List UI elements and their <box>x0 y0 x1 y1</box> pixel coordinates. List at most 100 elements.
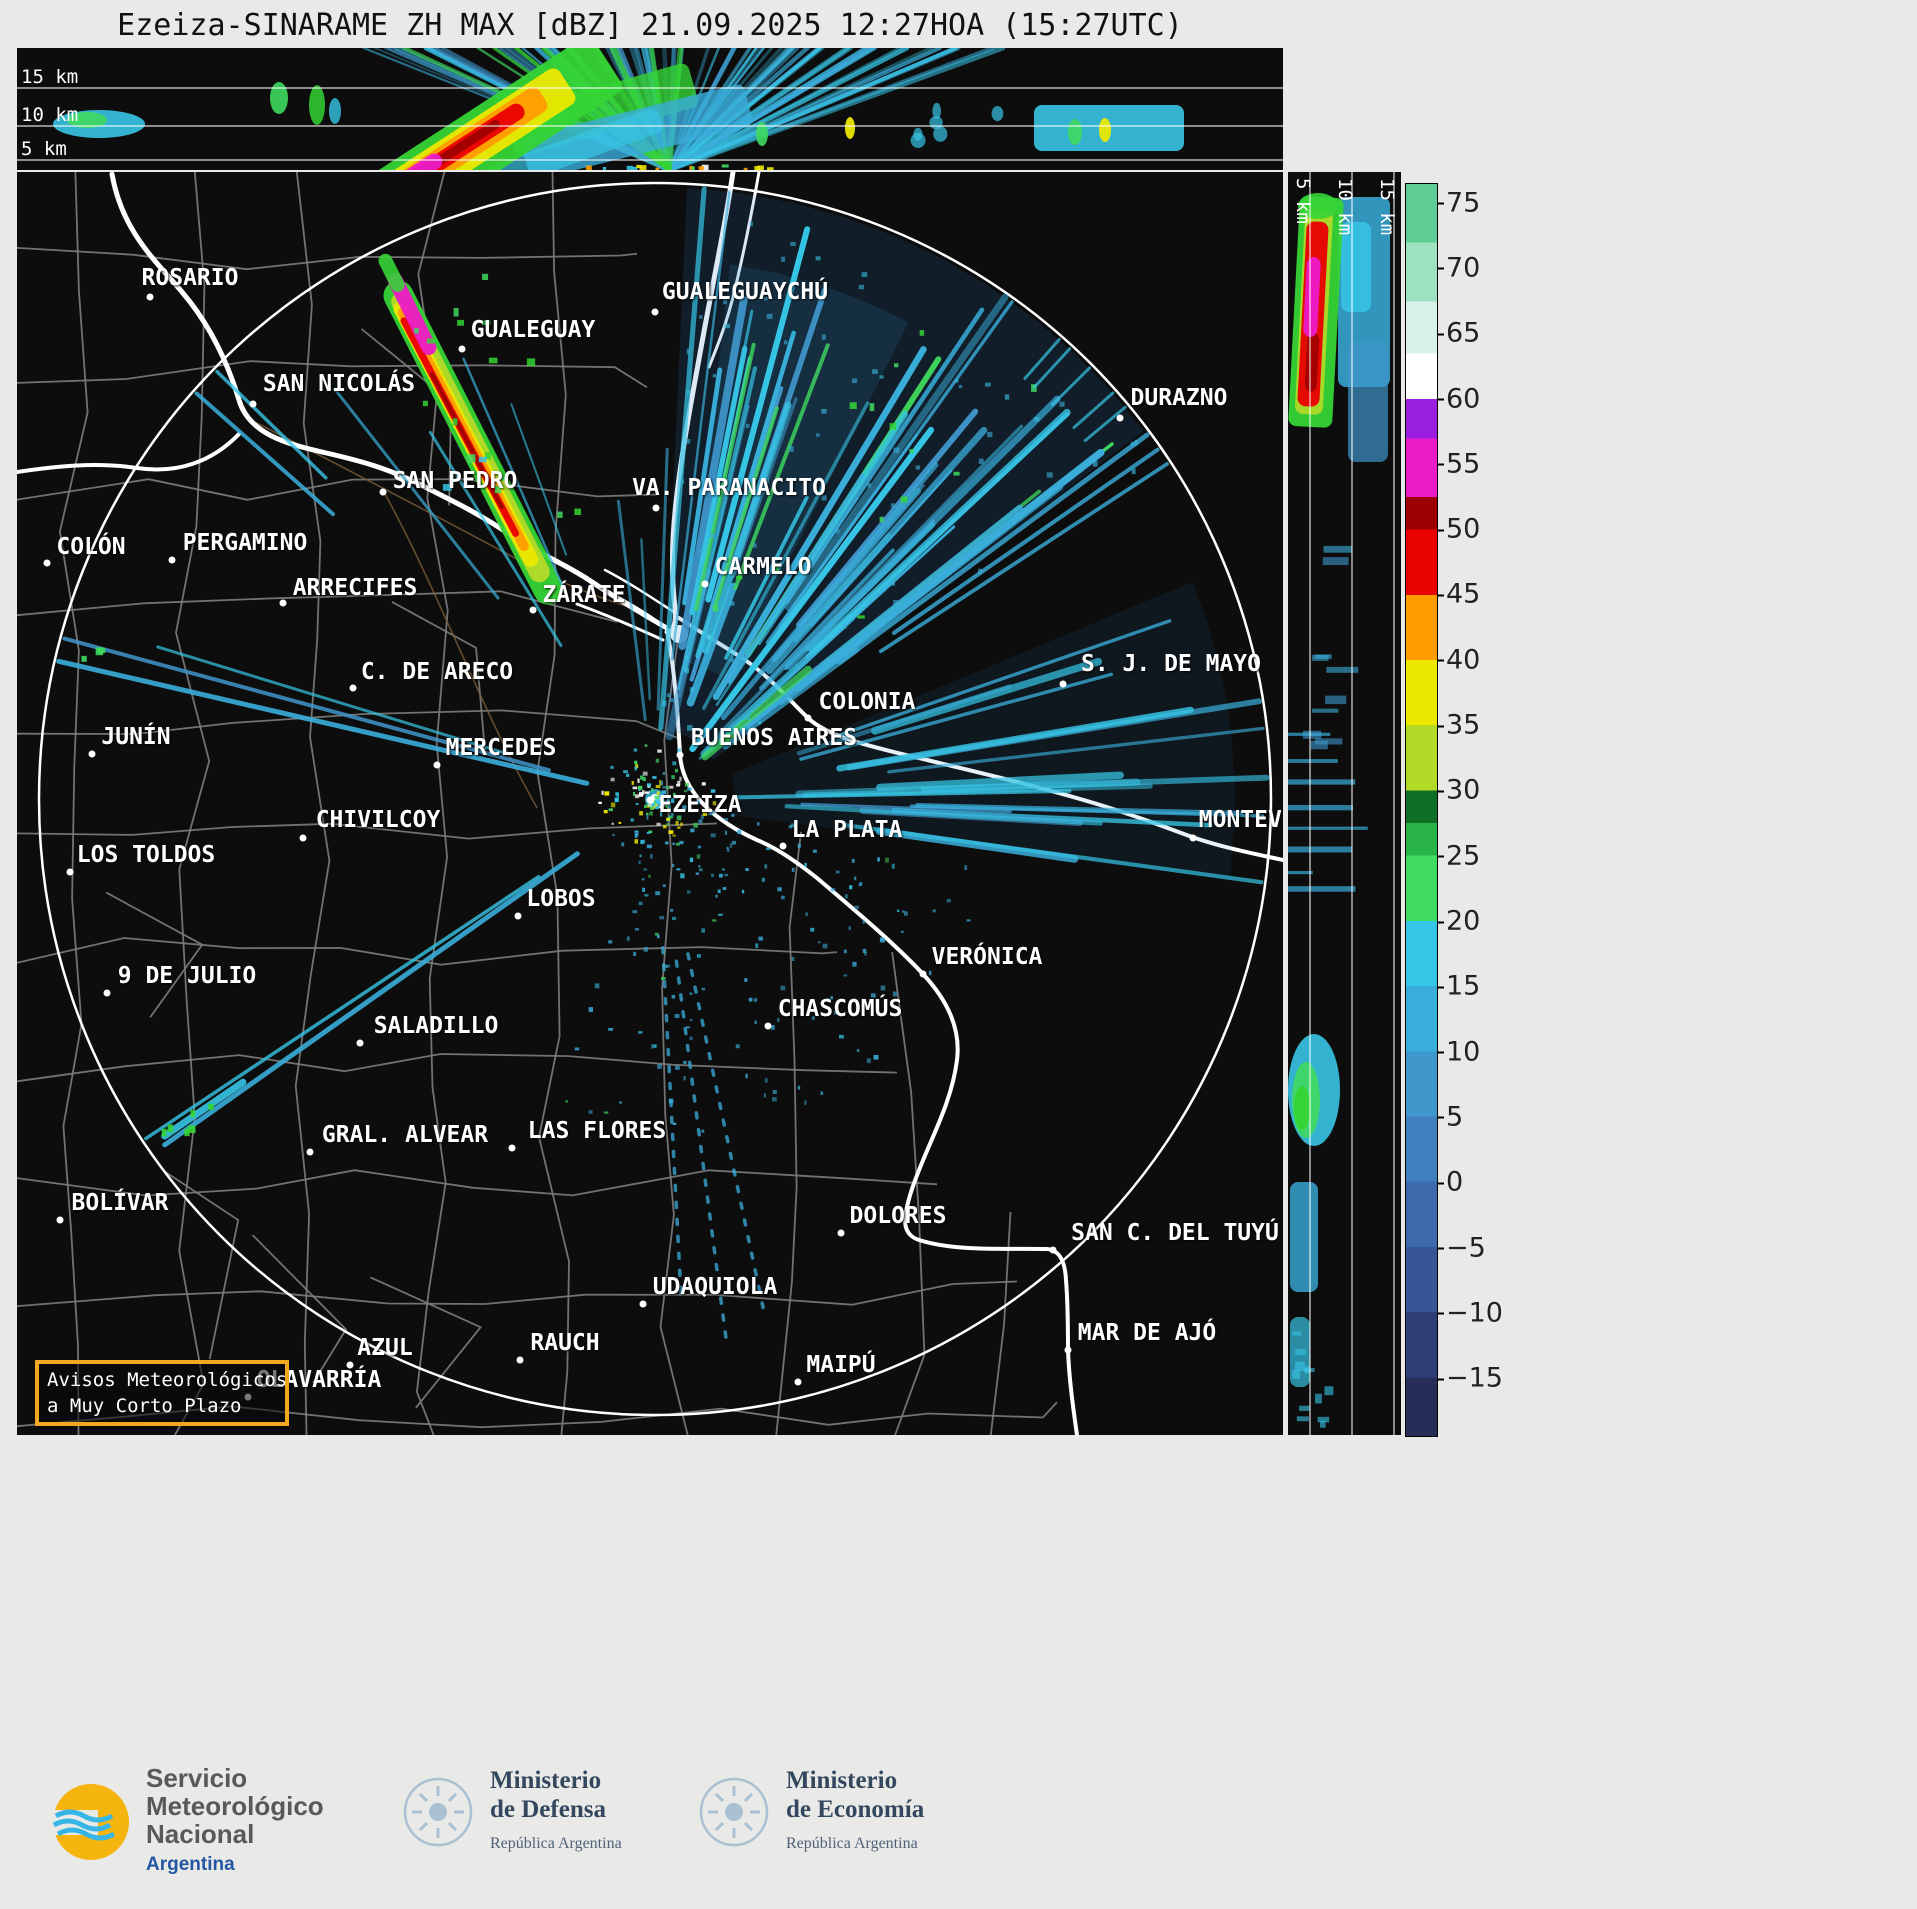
defensa-line-2: de Defensa <box>490 1796 606 1823</box>
city-dot <box>1049 1246 1057 1254</box>
city-layer: ROSARIO GUALEGUAYCHÚ GUALEGUAY SAN NICOLÁS D… <box>17 172 1283 1435</box>
city-dot <box>103 989 111 997</box>
city-label: GUALEGUAYCHÚ <box>661 279 829 305</box>
city-dot <box>346 1361 354 1369</box>
colorbar-tick-label: 70 <box>1437 252 1481 284</box>
colorbar-tick-label: 10 <box>1437 1036 1481 1068</box>
city-label: MONTEVIDEO <box>1198 807 1283 833</box>
argentine-sun-emblem-icon <box>699 1777 769 1847</box>
city-label: S. J. DE MAYO <box>1080 651 1262 677</box>
smn-logo-icon <box>50 1783 129 1860</box>
defensa-line-1: Ministerio <box>490 1767 602 1794</box>
smn-name-line-2: Meteorológico <box>146 1791 324 1821</box>
ministerio-defensa-block: Ministerio de Defensa República Argentin… <box>400 1766 622 1858</box>
city-dot <box>508 1144 516 1152</box>
city-dot <box>764 1022 772 1030</box>
smn-name-line-1: Servicio <box>146 1763 248 1793</box>
city-label: RAUCH <box>530 1330 600 1356</box>
colorbar-tick-label: 55 <box>1437 448 1481 480</box>
city-label: SAN PEDRO <box>392 468 518 494</box>
city-dot <box>146 293 154 301</box>
smn-country: Argentina <box>146 1854 235 1875</box>
city-dot <box>433 761 441 769</box>
city-dot <box>652 504 660 512</box>
city-dot <box>794 1378 802 1386</box>
city-label: SAN NICOLÁS <box>262 371 416 397</box>
city-dot <box>804 714 812 722</box>
smn-logo-block: Servicio Meteorológico Nacional Argentin… <box>50 1764 324 1879</box>
colorbar-tick-label: 15 <box>1437 970 1481 1002</box>
city-label: BOLÍVAR <box>71 1190 169 1216</box>
colorbar-tick-label: 5 <box>1437 1101 1464 1133</box>
city-label: GRAL. ALVEAR <box>321 1122 489 1148</box>
argentine-sun-emblem-icon <box>403 1777 473 1847</box>
defensa-sub: República Argentina <box>490 1835 622 1852</box>
city-label: ARRECIFES <box>292 575 418 601</box>
colorbar-tick-label: 0 <box>1437 1166 1464 1198</box>
city-dot <box>299 834 307 842</box>
smn-name-line-3: Nacional <box>146 1819 255 1849</box>
colorbar-tick-label: −10 <box>1438 1297 1503 1329</box>
city-dot <box>779 842 787 850</box>
city-dot <box>306 1148 314 1156</box>
warning-box: Avisos Meteorológicos a Muy Corto Plazo <box>35 1360 289 1426</box>
radar-map-panel: ROSARIO GUALEGUAYCHÚ GUALEGUAY SAN NICOLÁS D… <box>17 172 1283 1435</box>
city-dot <box>379 488 387 496</box>
rivers-and-coastlines <box>17 172 1283 1435</box>
city-label: 9 DE JULIO <box>117 963 257 989</box>
city-label: GUALEGUAY <box>470 317 596 343</box>
warning-line-2: a Muy Corto Plazo <box>47 1395 242 1417</box>
height-label: 5 km <box>21 138 67 160</box>
city-dot <box>676 751 684 759</box>
colorbar-tick-label: 45 <box>1437 578 1481 610</box>
height-label: 15 km <box>1376 178 1398 236</box>
city-label: C. DE ARECO <box>360 659 514 685</box>
uruguay-river-channel <box>707 172 761 369</box>
city-dot <box>279 599 287 607</box>
colorbar-tick-label: 25 <box>1437 840 1481 872</box>
city-label: EZEIZA <box>658 792 742 818</box>
city-label: JUNÍN <box>101 724 171 750</box>
city-label: BUENOS AIRES <box>690 725 858 751</box>
height-label: 10 km <box>1334 178 1356 236</box>
city-label: ZÁRATE <box>542 582 626 608</box>
city-dot <box>639 1300 647 1308</box>
radar-map-graphics <box>17 172 1283 1435</box>
page-title: Ezeiza-SINARAME ZH MAX [dBZ] 21.09.2025 … <box>117 8 1183 43</box>
height-label: 15 km <box>21 66 79 88</box>
city-label: VA. PARANACITO <box>632 475 826 501</box>
height-label: 10 km <box>21 104 79 126</box>
delta-channel-1 <box>590 582 667 629</box>
right-cross-section-echoes <box>1288 172 1395 1435</box>
city-dot <box>701 580 709 588</box>
city-dot <box>56 1216 64 1224</box>
city-dot <box>356 1039 364 1047</box>
city-dot <box>1189 834 1197 842</box>
city-dot <box>514 912 522 920</box>
city-dot <box>837 1229 845 1237</box>
city-label: COLÓN <box>56 534 126 560</box>
city-dot <box>88 750 96 758</box>
colorbar-tick-label: 20 <box>1437 905 1481 937</box>
city-dot <box>516 1356 524 1364</box>
city-label: DURAZNO <box>1130 385 1228 411</box>
city-dot <box>168 556 176 564</box>
south-coastline <box>665 628 1079 1435</box>
city-label: PERGAMINO <box>182 530 308 556</box>
city-label: VERÓNICA <box>931 944 1043 970</box>
colorbar-tick-label: 30 <box>1437 774 1481 806</box>
city-label: LA PLATA <box>791 817 903 843</box>
city-dot <box>249 400 257 408</box>
height-label: 5 km <box>1292 178 1314 224</box>
colorbar-tick-label: −5 <box>1438 1232 1486 1264</box>
city-label: CHIVILCOY <box>315 807 441 833</box>
colorbar-tick-label: 75 <box>1437 187 1481 219</box>
colorbar-tick-label: 60 <box>1437 383 1481 415</box>
city-dot <box>458 345 466 353</box>
city-dot <box>529 606 537 614</box>
colorbar-tick-label: 65 <box>1437 317 1481 349</box>
city-label: DOLORES <box>849 1203 947 1229</box>
city-label: MERCEDES <box>445 735 557 761</box>
colorbar-tick-label: 35 <box>1437 709 1481 741</box>
